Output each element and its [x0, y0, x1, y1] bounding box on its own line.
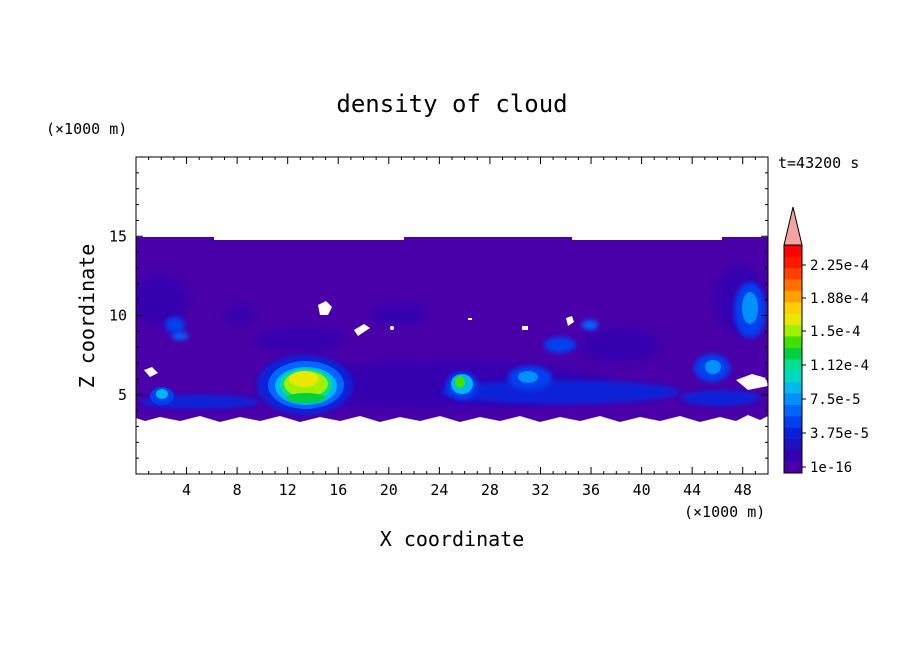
colorbar-tick-label: 2.25e-4	[810, 258, 869, 274]
colorbar-level	[784, 256, 802, 269]
colorbar-level	[784, 245, 802, 257]
colorbar-extend-arrow	[783, 206, 803, 246]
x-tick-label: 40	[633, 481, 651, 499]
colorbar-tick-label: 7.5e-5	[810, 392, 861, 408]
x-tick-label: 4	[182, 481, 191, 499]
y-tick-label: 10	[109, 307, 127, 325]
y-axis-label: Z coordinate	[75, 244, 99, 389]
colorbar-level	[784, 404, 802, 417]
cloud-feature	[582, 320, 598, 330]
x-tick-label: 12	[279, 481, 297, 499]
colorbar-tick-label: 1.12e-4	[810, 358, 869, 374]
colorbar-level	[784, 347, 802, 360]
x-tick-label: 16	[329, 481, 347, 499]
cloud-feature	[440, 380, 680, 404]
x-tick-label: 48	[734, 481, 752, 499]
y-tick-label: 15	[109, 227, 127, 245]
colorbar	[783, 206, 803, 474]
cell-x2	[150, 387, 174, 405]
colorbar-labels: 2.25e-4 1.88e-4 1.5e-4 1.12e-4 7.5e-5 3.75e-5…	[802, 258, 869, 476]
x-unit-label: (×1000 m)	[684, 503, 765, 521]
x-tick-label: 20	[380, 481, 398, 499]
x-tick-label: 8	[233, 481, 242, 499]
cloud-feature	[580, 327, 660, 363]
x-tick-label: 44	[683, 481, 701, 499]
cloud-feature	[225, 305, 255, 325]
colorbar-level	[784, 336, 802, 348]
x-tick-labels: 4 8 12 16 20 24 28 32 36 40 44 48	[182, 481, 752, 499]
x-tick-label: 24	[430, 481, 448, 499]
y-tick-labels: 5 10 15	[109, 227, 127, 404]
cell-x48-upper	[734, 282, 766, 338]
y-tick-label: 5	[118, 386, 127, 404]
colorbar-level	[784, 450, 802, 462]
colorbar-level	[784, 290, 802, 303]
plot-area	[136, 237, 768, 422]
colorbar-level	[784, 267, 802, 280]
cell-x46	[694, 354, 730, 382]
colorbar-level	[784, 279, 802, 291]
colorbar-tick-label: 1.5e-4	[810, 324, 861, 340]
cloud-feature	[544, 337, 576, 353]
cloud-feature	[172, 332, 188, 340]
x-tick-label: 28	[481, 481, 499, 499]
colorbar-level	[784, 381, 802, 394]
colorbar-tick-label: 1e-16	[810, 460, 852, 476]
cloud-feature	[255, 328, 345, 352]
colorbar-frame	[783, 244, 803, 474]
chart-title: density of cloud	[336, 90, 567, 118]
cloud-feature	[136, 275, 190, 325]
colorbar-level	[784, 461, 802, 474]
cell-x13	[257, 355, 353, 415]
cloud-feature	[370, 305, 430, 325]
cell-x6	[165, 317, 185, 333]
colorbar-level	[784, 370, 802, 383]
x-tick-label: 36	[582, 481, 600, 499]
cell-x31	[508, 366, 552, 390]
cell-x25	[446, 372, 478, 400]
colorbar-level	[784, 393, 802, 405]
x-axis-label: X coordinate	[380, 527, 525, 551]
axis-ticks	[136, 157, 768, 474]
x-tick-label: 32	[531, 481, 549, 499]
colorbar-level	[784, 313, 802, 326]
time-label: t=43200 s	[778, 154, 859, 172]
colorbar-level	[784, 438, 802, 451]
colorbar-level	[784, 416, 802, 428]
colorbar-tick-label: 3.75e-5	[810, 426, 869, 442]
colorbar-level	[784, 302, 802, 314]
colorbar-level	[784, 324, 802, 337]
cloud-feature	[680, 390, 760, 406]
colorbar-tick-label: 1.88e-4	[810, 291, 869, 307]
colorbar-level	[784, 359, 802, 371]
colorbar-level	[784, 427, 802, 440]
y-unit-label: (×1000 m)	[46, 120, 127, 138]
